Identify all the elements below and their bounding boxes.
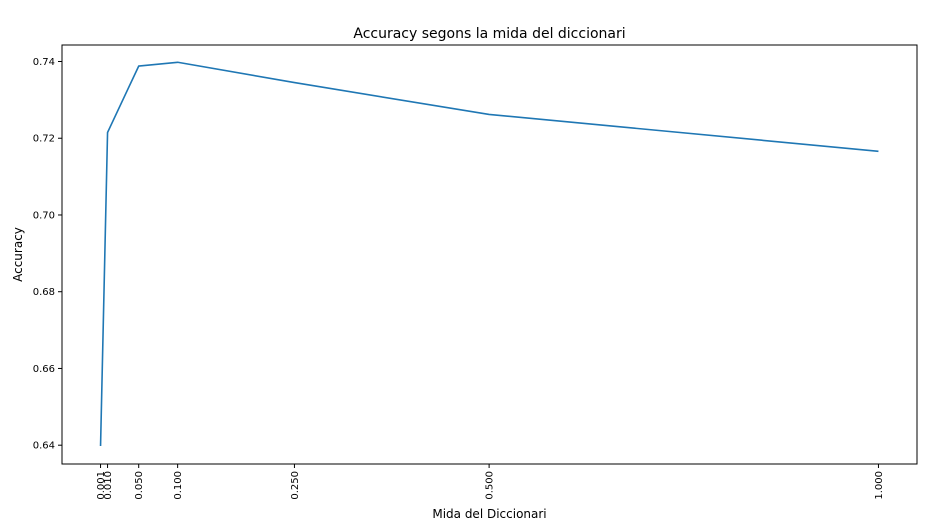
x-tick-label: 0.010: [103, 471, 114, 500]
x-tick-label: 0.050: [134, 471, 145, 500]
x-tick-label: 0.250: [290, 471, 301, 500]
y-axis-ticks: 0.64 0.66 0.68 0.70 0.72 0.74: [33, 57, 62, 452]
y-tick-label: 0.74: [33, 57, 55, 68]
x-axis-label: Mida del Diccionari: [432, 507, 546, 521]
x-tick-label: 0.100: [173, 471, 184, 500]
plot-frame: [61, 44, 918, 465]
x-tick-label: 1.000: [874, 471, 885, 500]
y-tick-label: 0.72: [33, 134, 55, 145]
series-layer: [99, 61, 879, 446]
x-tick-label: 0.001: [96, 471, 107, 500]
series-line: [99, 61, 879, 446]
y-tick-label: 0.64: [33, 441, 55, 452]
y-tick-label: 0.66: [33, 364, 55, 375]
y-tick-label: 0.70: [33, 210, 55, 221]
plot-area: [61, 44, 918, 465]
chart-title: Accuracy segons la mida del diccionari: [353, 26, 625, 42]
y-tick-label: 0.68: [33, 287, 55, 298]
x-tick-label: 0.500: [485, 471, 496, 500]
y-axis-label: Accuracy: [11, 227, 25, 282]
